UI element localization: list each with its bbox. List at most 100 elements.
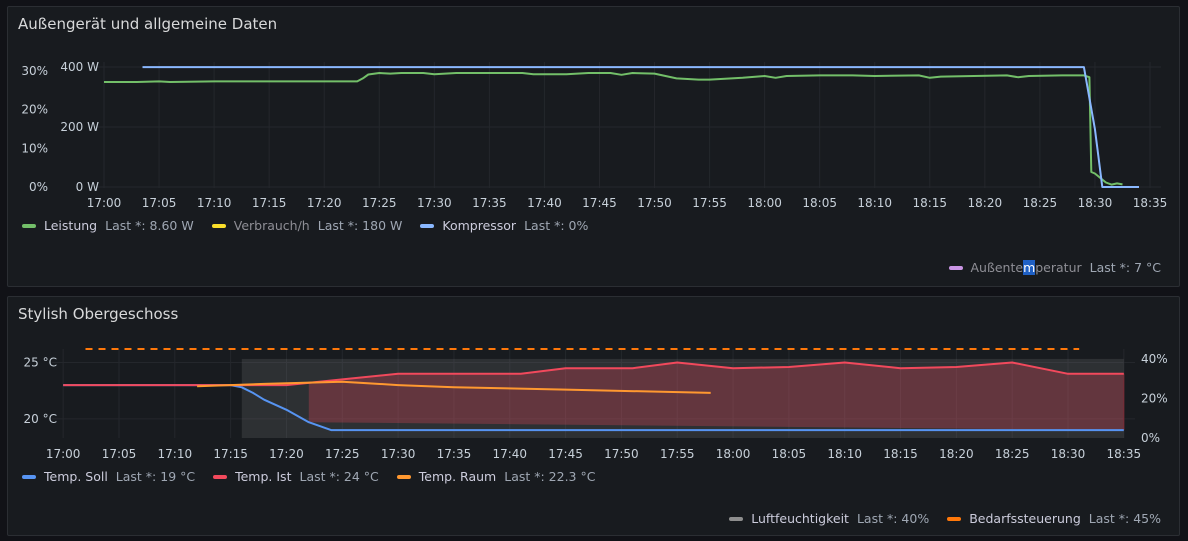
y-tick-label-w: 200 W xyxy=(60,120,99,134)
x-tick-label: 17:35 xyxy=(437,447,472,461)
x-tick-label: 18:05 xyxy=(802,196,837,210)
legend-value: Last *: 8.60 W xyxy=(105,218,194,233)
x-tick-label: 18:15 xyxy=(883,447,918,461)
x-tick-label: 17:30 xyxy=(417,196,452,210)
area-temp-ist xyxy=(308,362,1124,431)
y-tick-label-w: 400 W xyxy=(60,60,99,74)
x-tick-label: 17:10 xyxy=(197,196,232,210)
x-tick-label: 17:25 xyxy=(325,447,360,461)
x-tick-label: 17:05 xyxy=(142,196,177,210)
legend-swatch xyxy=(947,516,962,521)
y-tick-label-pct: 20% xyxy=(21,103,48,117)
x-tick-label: 18:30 xyxy=(1051,447,1086,461)
legend-value: Last *: 24 °C xyxy=(299,469,379,484)
x-tick-label: 17:55 xyxy=(692,196,727,210)
legend-label: Temp. Soll xyxy=(44,469,108,484)
y-tick-label-left: 20 °C xyxy=(24,412,57,426)
legend-item-luftfeuchtigkeit[interactable]: Luftfeuchtigkeit Last *: 40% xyxy=(729,511,929,526)
legend-value: Last *: 40% xyxy=(856,511,930,526)
x-tick-label: 17:25 xyxy=(362,196,397,210)
x-tick-label: 18:00 xyxy=(747,196,782,210)
series-line-leistung xyxy=(104,72,1123,186)
legend-value: Last *: 19 °C xyxy=(115,469,196,484)
x-tick-label: 18:05 xyxy=(772,447,807,461)
x-tick-label: 17:05 xyxy=(102,447,137,461)
x-tick-label: 17:40 xyxy=(527,196,562,210)
y-tick-label-right: 40% xyxy=(1141,352,1168,366)
x-tick-label: 18:20 xyxy=(939,447,974,461)
y-tick-label-pct: 30% xyxy=(21,64,48,78)
x-tick-label: 18:35 xyxy=(1107,447,1142,461)
chart-obergeschoss[interactable]: 17:00 17:05 17:10 17:15 17:20 17:25 17:30 17:35… xyxy=(8,297,1181,537)
series-line-temp-ist xyxy=(63,361,1124,387)
y-tick-label-left: 25 °C xyxy=(24,356,57,370)
x-tick-label: 17:55 xyxy=(660,447,695,461)
legend-item-temp-ist[interactable]: Temp. Ist Last *: 24 °C xyxy=(213,469,379,484)
legend-value: Last *: 180 W xyxy=(317,218,403,233)
legend-item-leistung[interactable]: Leistung Last *: 8.60 W xyxy=(22,218,194,233)
y-tick-label-pct: 0% xyxy=(29,180,48,194)
x-tick-label: 18:10 xyxy=(827,447,862,461)
legend-swatch xyxy=(420,223,435,228)
legend-label: Außentemperatur xyxy=(970,260,1082,275)
y-tick-label-right: 20% xyxy=(1141,391,1168,405)
x-tick-label: 17:30 xyxy=(381,447,416,461)
legend-swatch xyxy=(396,474,411,479)
legend-item-kompressor[interactable]: Kompressor Last *: 0% xyxy=(420,218,588,233)
legend-item-verbrauch-h[interactable]: Verbrauch/h Last *: 180 W xyxy=(211,218,403,233)
legend-label: Temp. Ist xyxy=(235,469,292,484)
x-tick-label: 17:40 xyxy=(492,447,527,461)
legend-swatch xyxy=(948,265,963,270)
legend-item-temp-soll[interactable]: Temp. Soll Last *: 19 °C xyxy=(22,469,195,484)
x-tick-label: 17:35 xyxy=(472,196,507,210)
x-tick-label: 17:50 xyxy=(604,447,639,461)
legend-swatch xyxy=(22,223,36,228)
legend-value: Last *: 7 °C xyxy=(1089,260,1161,275)
chart-aussengeraet[interactable]: 17:00 17:05 17:10 17:15 17:20 17:25 17:30 17:35… xyxy=(8,7,1181,288)
x-tick-label: 17:20 xyxy=(307,196,342,210)
x-tick-label: 18:15 xyxy=(912,196,947,210)
x-tick-label: 17:45 xyxy=(582,196,617,210)
x-tick-label: 18:35 xyxy=(1133,196,1168,210)
x-tick-label: 18:30 xyxy=(1078,196,1113,210)
x-tick-label: 18:25 xyxy=(995,447,1030,461)
x-tick-label: 18:00 xyxy=(716,447,751,461)
x-tick-label: 17:00 xyxy=(46,447,81,461)
panel-title[interactable]: Stylish Obergeschoss xyxy=(18,305,179,323)
legend-label: Bedarfssteuerung xyxy=(969,511,1081,526)
legend-label: Kompressor xyxy=(442,218,517,233)
legend-item-temp-raum[interactable]: Temp. Raum Last *: 22.3 °C xyxy=(396,469,596,484)
legend-swatch xyxy=(22,474,36,479)
panel-title[interactable]: Außengerät und allgemeine Daten xyxy=(18,15,278,33)
y-tick-label-right: 0% xyxy=(1141,431,1160,445)
x-tick-label: 17:15 xyxy=(213,447,248,461)
x-tick-label: 17:10 xyxy=(158,447,193,461)
legend-secondary: Luftfeuchtigkeit Last *: 40% Bedarfssteuer… xyxy=(729,511,1161,526)
series-line-kompressor xyxy=(142,66,1139,188)
legend-item-aussentemperatur[interactable]: Außentemperatur Last *: 7 °C xyxy=(948,260,1161,275)
legend-value: Last *: 22.3 °C xyxy=(504,469,596,484)
legend-primary: Temp. Soll Last *: 19 °C Temp. Ist Last *: … xyxy=(22,469,595,484)
series-line-temp-raum xyxy=(197,380,711,394)
legend-label: Temp. Raum xyxy=(418,469,497,484)
legend-label: Leistung xyxy=(44,218,98,233)
x-tick-label: 17:45 xyxy=(548,447,583,461)
x-tick-label: 18:25 xyxy=(1023,196,1058,210)
x-tick-label: 17:20 xyxy=(269,447,304,461)
legend-item-bedarfssteuerung[interactable]: Bedarfssteuerung Last *: 45% xyxy=(947,511,1161,526)
legend-label: Luftfeuchtigkeit xyxy=(751,511,849,526)
x-tick-label: 17:50 xyxy=(637,196,672,210)
legend-label: Verbrauch/h xyxy=(233,218,310,233)
y-tick-label-pct: 10% xyxy=(21,141,48,155)
x-tick-label: 17:00 xyxy=(87,196,122,210)
legend-secondary: Außentemperatur Last *: 7 °C xyxy=(948,260,1161,275)
legend-value: Last *: 0% xyxy=(524,218,589,233)
area-luftfeuchtigkeit xyxy=(241,358,1124,438)
legend-swatch xyxy=(213,474,228,479)
x-tick-label: 18:10 xyxy=(857,196,892,210)
legend-swatch xyxy=(729,516,744,521)
x-tick-label: 18:20 xyxy=(968,196,1003,210)
x-tick-label: 17:15 xyxy=(252,196,287,210)
panel-aussengeraet: Außengerät und allgemeine Daten 17:00 17:… xyxy=(7,6,1180,287)
panel-obergeschoss: Stylish Obergeschoss 17:00 17:05 17:10 17:1… xyxy=(7,296,1180,536)
